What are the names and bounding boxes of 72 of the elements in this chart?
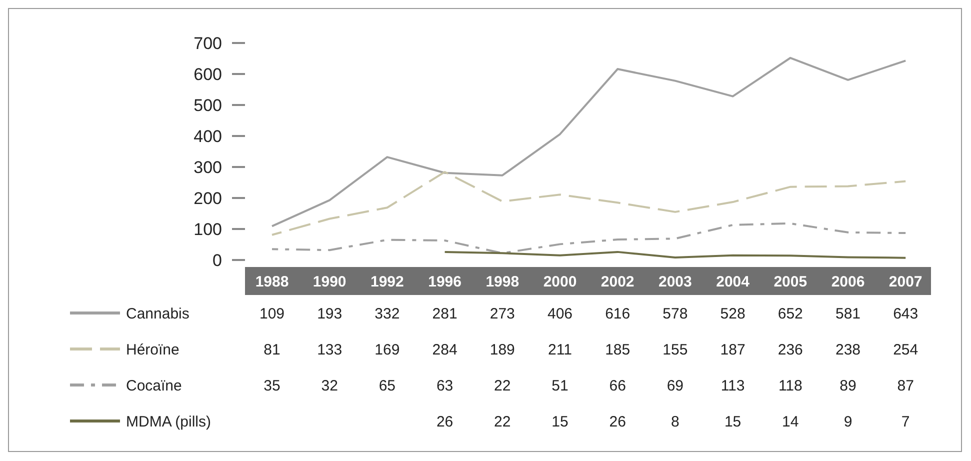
x-tick-label: 1998 bbox=[486, 273, 520, 290]
data-label: 69 bbox=[666, 377, 684, 394]
data-label: 189 bbox=[490, 341, 515, 358]
y-tick-label: 300 bbox=[194, 158, 222, 177]
legend-label: Cannabis bbox=[126, 305, 190, 322]
x-tick-label: 2002 bbox=[600, 273, 634, 290]
data-label: 133 bbox=[317, 341, 342, 358]
x-tick-label: 2000 bbox=[543, 273, 577, 290]
data-label: 15 bbox=[552, 413, 568, 430]
data-label: 63 bbox=[436, 377, 454, 394]
data-label: 7 bbox=[901, 413, 910, 430]
data-label: 15 bbox=[724, 413, 742, 430]
y-tick-label: 600 bbox=[194, 64, 222, 84]
data-label: 113 bbox=[720, 377, 745, 394]
y-tick-label: 700 bbox=[194, 34, 222, 53]
data-label: 332 bbox=[374, 305, 400, 322]
data-label: 51 bbox=[552, 377, 568, 394]
data-label: 26 bbox=[436, 413, 454, 430]
data-label: 185 bbox=[605, 341, 630, 358]
data-label: 616 bbox=[605, 305, 630, 322]
x-tick-label: 2004 bbox=[716, 273, 750, 290]
data-label: 8 bbox=[671, 413, 680, 430]
data-label: 155 bbox=[662, 341, 688, 358]
legend-label: Héroïne bbox=[126, 341, 180, 358]
data-label: 35 bbox=[264, 377, 280, 394]
x-tick-label: 1992 bbox=[370, 273, 404, 290]
data-label: 118 bbox=[778, 377, 802, 394]
data-label: 281 bbox=[432, 305, 458, 322]
data-label: 81 bbox=[264, 341, 280, 358]
data-label: 22 bbox=[494, 413, 511, 430]
x-tick-label: 2005 bbox=[774, 273, 808, 290]
data-label: 169 bbox=[374, 341, 400, 358]
line-series bbox=[271, 222, 907, 254]
data-label: 22 bbox=[494, 377, 511, 394]
data-label: 65 bbox=[378, 377, 396, 394]
data-label: 236 bbox=[778, 341, 803, 358]
y-tick-label: 100 bbox=[194, 220, 222, 239]
line-series bbox=[271, 170, 907, 236]
data-label: 406 bbox=[547, 305, 573, 322]
legend-label: MDMA (pills) bbox=[126, 413, 211, 430]
legend-label: Cocaïne bbox=[126, 377, 182, 394]
data-label: 273 bbox=[490, 305, 515, 322]
x-tick-label: 2007 bbox=[888, 273, 922, 290]
data-label: 14 bbox=[782, 413, 799, 430]
data-label: 211 bbox=[548, 341, 572, 358]
data-label: 109 bbox=[259, 305, 285, 322]
data-label: 643 bbox=[893, 305, 918, 322]
data-label: 254 bbox=[893, 341, 918, 358]
y-tick-label: 200 bbox=[194, 188, 222, 208]
data-label: 66 bbox=[609, 377, 626, 394]
x-tick-label: 1990 bbox=[312, 273, 346, 290]
data-label: 32 bbox=[321, 377, 338, 394]
x-tick-label: 1988 bbox=[255, 273, 289, 290]
data-label: 578 bbox=[662, 305, 688, 322]
data-label: 193 bbox=[317, 305, 342, 322]
y-tick-label: 400 bbox=[194, 126, 222, 146]
y-tick-label: 500 bbox=[194, 96, 222, 115]
data-label: 284 bbox=[432, 341, 458, 358]
line-series bbox=[271, 56, 907, 228]
data-label: 238 bbox=[835, 341, 861, 358]
y-tick-label: 0 bbox=[212, 250, 222, 270]
data-label: 581 bbox=[835, 305, 861, 322]
data-label: 187 bbox=[720, 341, 746, 358]
data-label: 652 bbox=[778, 305, 803, 322]
data-label: 87 bbox=[897, 377, 914, 394]
data-label: 528 bbox=[720, 305, 746, 322]
data-label: 26 bbox=[609, 413, 626, 430]
x-tick-label: 2006 bbox=[831, 273, 865, 290]
data-label: 9 bbox=[844, 413, 852, 430]
data-label: 89 bbox=[840, 377, 856, 394]
x-tick-label: 1996 bbox=[428, 273, 462, 290]
x-tick-label: 2003 bbox=[658, 273, 692, 290]
